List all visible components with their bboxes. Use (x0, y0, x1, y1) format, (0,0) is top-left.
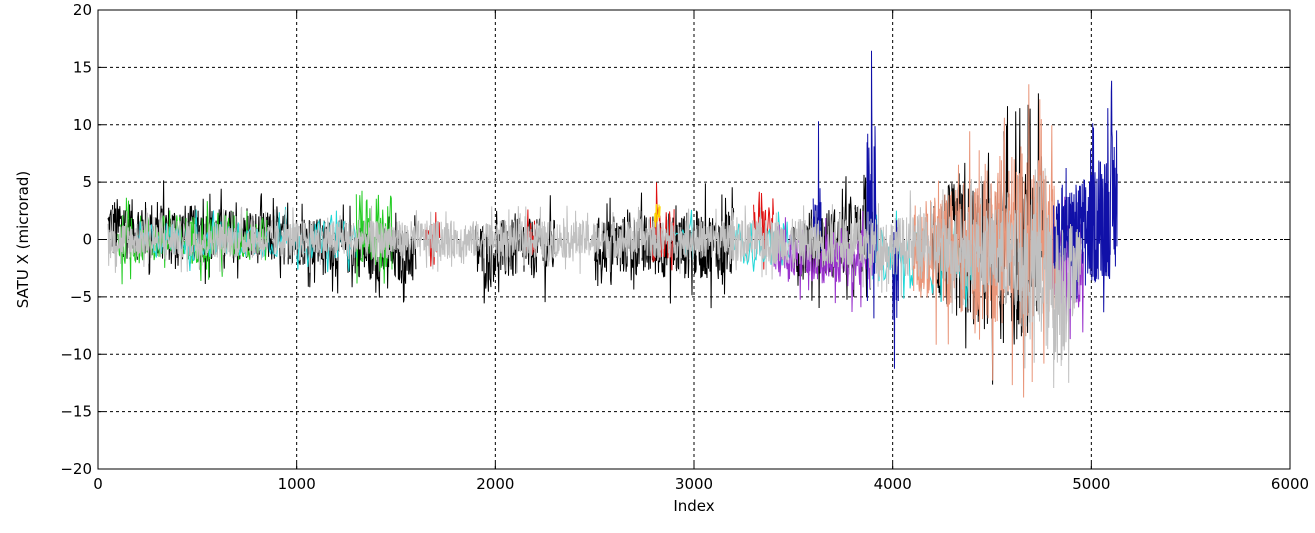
series-group (107, 50, 1118, 398)
series-line-1 (117, 197, 268, 285)
y-tick-label: 5 (82, 173, 92, 191)
y-tick-label: −15 (60, 403, 92, 421)
x-tick-label: 1000 (278, 475, 316, 493)
series-line-0 (385, 212, 417, 303)
x-tick-label: 2000 (476, 475, 514, 493)
y-tick-labels: −20 −15 −10 −5 0 5 10 15 20 (60, 1, 92, 478)
series-line-8 (107, 168, 1082, 389)
x-tick-label: 3000 (675, 475, 713, 493)
x-tick-label: 4000 (874, 475, 912, 493)
x-tick-labels: 0 1000 2000 3000 4000 5000 6000 (93, 475, 1309, 493)
series-line-4 (733, 211, 794, 272)
y-axis-label: SATU X (microrad) (14, 171, 32, 308)
x-tick-label: 6000 (1271, 475, 1309, 493)
y-tick-label: 15 (73, 58, 92, 76)
y-tick-label: 20 (73, 1, 92, 19)
y-tick-label: −10 (60, 345, 92, 363)
y-tick-label: −20 (60, 460, 92, 478)
y-tick-label: −5 (70, 288, 92, 306)
x-tick-label: 5000 (1072, 475, 1110, 493)
x-axis-label: Index (673, 497, 714, 515)
series-line-7 (1053, 80, 1118, 313)
y-tick-label: 0 (82, 231, 92, 249)
x-tick-label: 0 (93, 475, 103, 493)
y-tick-label: 10 (73, 116, 92, 134)
tick-marks (97, 9, 1291, 470)
series-line-6 (912, 84, 1057, 398)
